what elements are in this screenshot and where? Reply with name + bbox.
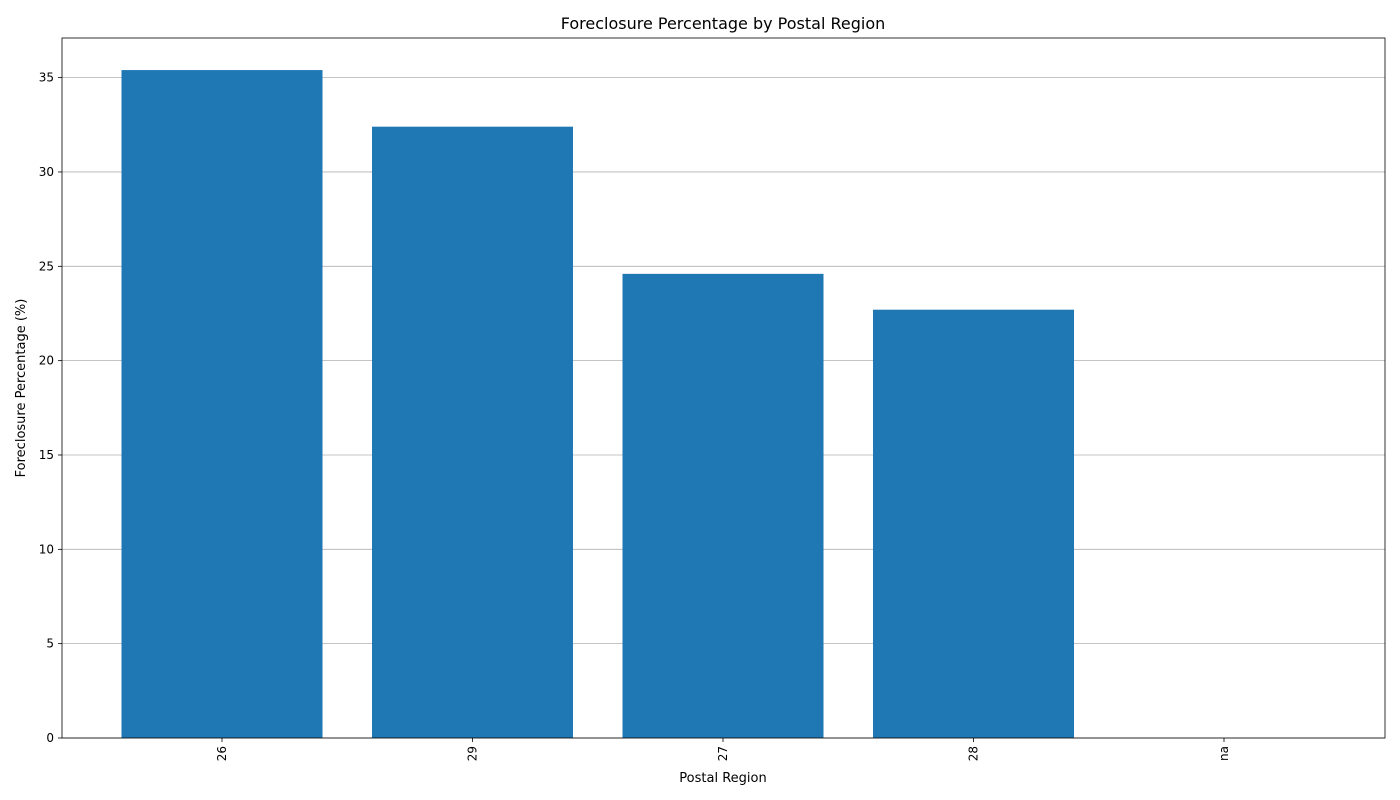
y-tick-label: 20 <box>39 354 54 368</box>
y-tick-label: 10 <box>39 542 54 556</box>
plot-frame <box>61 37 1386 739</box>
bar-29 <box>372 126 573 738</box>
y-tick-label: 0 <box>46 731 54 745</box>
x-tick-label: na <box>1217 746 1231 761</box>
bar-28 <box>873 309 1074 738</box>
chart-title: Foreclosure Percentage by Postal Region <box>561 14 886 33</box>
y-axis-ticks: 0 5 10 15 20 25 30 35 <box>39 71 62 745</box>
x-axis-label: Postal Region <box>679 771 766 786</box>
x-tick-label: 28 <box>967 746 981 761</box>
bars <box>121 70 1074 739</box>
x-tick-label: 27 <box>716 746 730 761</box>
x-axis-ticks: 26 29 27 28 na <box>215 738 1231 761</box>
y-tick-label: 5 <box>46 637 54 651</box>
y-tick-label: 25 <box>39 259 54 273</box>
y-tick-label: 15 <box>39 448 54 462</box>
x-tick-label: 29 <box>466 746 480 761</box>
bar-27 <box>622 273 824 738</box>
bar-26 <box>121 70 323 739</box>
y-axis-label: Foreclosure Percentage (%) <box>14 299 29 478</box>
y-tick-label: 35 <box>39 71 54 85</box>
y-tick-label: 30 <box>39 165 54 179</box>
x-tick-label: 26 <box>215 746 229 761</box>
